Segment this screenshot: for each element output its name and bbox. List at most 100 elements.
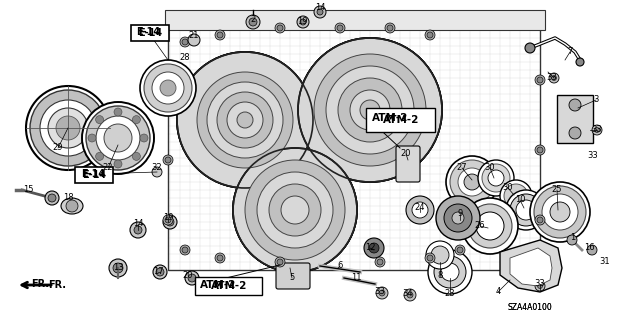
Circle shape — [404, 289, 416, 301]
Text: 19: 19 — [297, 18, 307, 26]
FancyBboxPatch shape — [396, 146, 420, 182]
Circle shape — [88, 134, 96, 142]
Circle shape — [426, 241, 454, 269]
Text: ATM-2: ATM-2 — [211, 281, 247, 291]
FancyBboxPatch shape — [195, 277, 262, 295]
Circle shape — [412, 202, 428, 218]
Circle shape — [500, 180, 532, 212]
Text: SZA4A0100: SZA4A0100 — [508, 303, 552, 313]
Circle shape — [152, 72, 184, 104]
Text: E-14: E-14 — [136, 27, 160, 37]
Circle shape — [213, 88, 277, 152]
Circle shape — [104, 124, 132, 152]
Circle shape — [455, 245, 465, 255]
Circle shape — [177, 52, 313, 188]
Text: 14: 14 — [315, 4, 325, 12]
Circle shape — [237, 112, 253, 128]
Text: 16: 16 — [584, 243, 595, 253]
Circle shape — [166, 218, 174, 226]
Circle shape — [130, 222, 146, 238]
Circle shape — [436, 196, 480, 240]
Text: 8: 8 — [437, 271, 443, 280]
Text: 33: 33 — [588, 152, 598, 160]
Circle shape — [552, 76, 557, 80]
Circle shape — [314, 54, 426, 166]
Circle shape — [550, 202, 570, 222]
Text: E-14: E-14 — [138, 28, 162, 38]
Circle shape — [431, 246, 449, 264]
Circle shape — [452, 212, 464, 224]
Circle shape — [233, 148, 357, 272]
Circle shape — [275, 23, 285, 33]
Circle shape — [207, 82, 283, 158]
Text: 23: 23 — [445, 290, 455, 299]
Circle shape — [165, 217, 171, 223]
Circle shape — [352, 92, 388, 128]
Circle shape — [113, 263, 123, 273]
Text: 29: 29 — [52, 144, 63, 152]
Circle shape — [535, 281, 545, 291]
Circle shape — [163, 215, 177, 229]
Text: 21: 21 — [189, 32, 199, 41]
Circle shape — [257, 172, 333, 248]
Text: 18: 18 — [63, 194, 74, 203]
Text: 26: 26 — [475, 221, 485, 231]
Circle shape — [153, 265, 167, 279]
Circle shape — [300, 19, 306, 25]
Circle shape — [446, 156, 498, 208]
Circle shape — [387, 25, 393, 31]
Circle shape — [30, 90, 106, 166]
Polygon shape — [500, 240, 562, 292]
Text: 22: 22 — [103, 164, 113, 173]
Circle shape — [177, 52, 313, 188]
FancyBboxPatch shape — [165, 10, 545, 30]
Circle shape — [109, 259, 127, 277]
Circle shape — [314, 6, 326, 18]
Circle shape — [476, 212, 504, 240]
Circle shape — [377, 259, 383, 265]
Circle shape — [298, 38, 442, 182]
Text: 28: 28 — [180, 54, 190, 63]
Text: 20: 20 — [401, 150, 412, 159]
Circle shape — [549, 73, 559, 83]
Circle shape — [298, 38, 442, 182]
Circle shape — [40, 100, 96, 156]
Circle shape — [376, 287, 388, 299]
Text: FR.: FR. — [31, 279, 49, 289]
Text: FR.: FR. — [48, 280, 66, 290]
Circle shape — [369, 243, 379, 253]
Circle shape — [567, 235, 577, 245]
Circle shape — [182, 247, 188, 253]
Circle shape — [182, 39, 188, 45]
Text: 33: 33 — [547, 73, 557, 83]
Circle shape — [140, 134, 148, 142]
Text: ATM-2: ATM-2 — [200, 280, 236, 290]
Circle shape — [385, 23, 395, 33]
Circle shape — [249, 18, 257, 26]
Circle shape — [180, 37, 190, 47]
Text: 19: 19 — [163, 213, 173, 222]
Circle shape — [215, 253, 225, 263]
Text: 6: 6 — [337, 262, 342, 271]
Circle shape — [48, 108, 88, 148]
Circle shape — [217, 255, 223, 261]
Text: 2: 2 — [250, 16, 255, 25]
Circle shape — [534, 186, 586, 238]
Circle shape — [441, 263, 459, 281]
Text: 33: 33 — [534, 279, 545, 288]
Circle shape — [318, 58, 422, 162]
Circle shape — [163, 95, 173, 105]
Text: 17: 17 — [153, 268, 163, 277]
Circle shape — [335, 75, 405, 145]
Circle shape — [360, 100, 380, 120]
Text: 20: 20 — [183, 271, 193, 280]
Circle shape — [530, 182, 590, 242]
Circle shape — [468, 204, 512, 248]
Circle shape — [482, 164, 510, 192]
Circle shape — [537, 217, 543, 223]
Circle shape — [132, 152, 140, 160]
Text: 9: 9 — [458, 210, 463, 219]
Circle shape — [246, 15, 260, 29]
Circle shape — [251, 166, 339, 254]
FancyBboxPatch shape — [366, 108, 435, 132]
